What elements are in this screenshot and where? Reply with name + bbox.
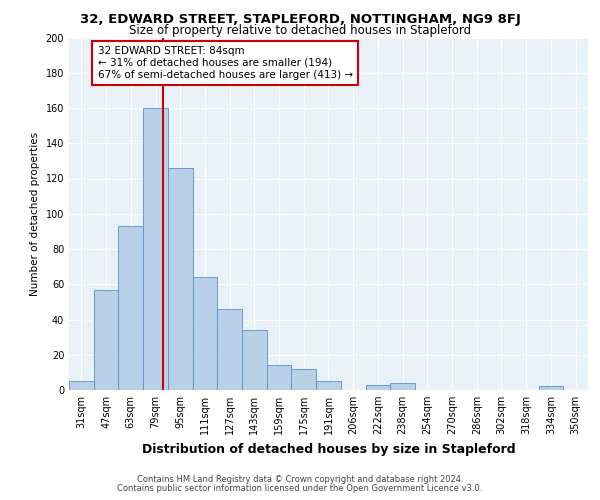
X-axis label: Distribution of detached houses by size in Stapleford: Distribution of detached houses by size … [142,442,515,456]
Bar [316,381,341,390]
Text: Size of property relative to detached houses in Stapleford: Size of property relative to detached ho… [129,24,471,37]
Text: 32 EDWARD STREET: 84sqm
← 31% of detached houses are smaller (194)
67% of semi-d: 32 EDWARD STREET: 84sqm ← 31% of detache… [98,46,353,80]
Text: Contains HM Land Registry data © Crown copyright and database right 2024.: Contains HM Land Registry data © Crown c… [137,475,463,484]
Text: 32, EDWARD STREET, STAPLEFORD, NOTTINGHAM, NG9 8FJ: 32, EDWARD STREET, STAPLEFORD, NOTTINGHA… [80,12,520,26]
Y-axis label: Number of detached properties: Number of detached properties [30,132,40,296]
Bar [118,226,143,390]
Bar [193,277,217,390]
Bar [390,383,415,390]
Bar [69,381,94,390]
Bar [168,168,193,390]
Bar [292,369,316,390]
Bar [242,330,267,390]
Bar [143,108,168,390]
Bar [217,309,242,390]
Text: Contains public sector information licensed under the Open Government Licence v3: Contains public sector information licen… [118,484,482,493]
Bar [267,366,292,390]
Bar [539,386,563,390]
Bar [94,290,118,390]
Bar [365,384,390,390]
